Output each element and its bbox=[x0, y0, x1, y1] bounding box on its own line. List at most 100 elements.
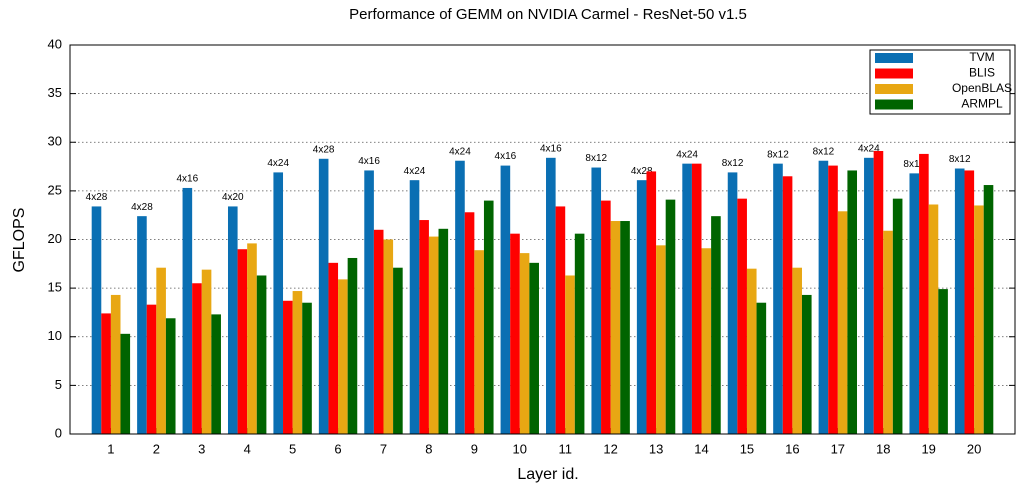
annotation: 4x24 bbox=[858, 143, 880, 154]
legend-label: ARMPL bbox=[961, 97, 1003, 111]
bar bbox=[883, 230, 893, 434]
bar bbox=[828, 165, 838, 434]
bar bbox=[701, 248, 712, 434]
bar bbox=[474, 250, 484, 434]
bar bbox=[383, 239, 394, 434]
chart-title: Performance of GEMM on NVIDIA Carmel - R… bbox=[349, 6, 747, 23]
bar bbox=[510, 233, 520, 434]
bar bbox=[727, 172, 738, 434]
x-tick-label: 8 bbox=[425, 441, 432, 456]
bar bbox=[464, 212, 475, 434]
annotation: 4x28 bbox=[86, 192, 108, 203]
bar bbox=[782, 176, 793, 434]
bar bbox=[646, 171, 657, 435]
x-tick-label: 15 bbox=[740, 441, 754, 456]
x-tick-label: 18 bbox=[876, 441, 890, 456]
bar bbox=[864, 157, 874, 434]
x-tick-label: 20 bbox=[967, 441, 981, 456]
bar bbox=[237, 249, 248, 434]
annotation: 4x16 bbox=[540, 143, 562, 154]
bar bbox=[574, 233, 585, 434]
bar bbox=[620, 221, 630, 434]
bar bbox=[438, 228, 449, 434]
bar bbox=[546, 157, 556, 434]
annotation: 8x12 bbox=[813, 146, 835, 157]
bar bbox=[792, 267, 802, 434]
y-axis-label: GFLOPS bbox=[11, 208, 28, 273]
bar bbox=[120, 333, 131, 434]
y-tick-label: 30 bbox=[48, 134, 62, 149]
annotation: 4x16 bbox=[177, 174, 199, 185]
bar bbox=[201, 269, 212, 434]
bar bbox=[256, 275, 267, 434]
legend-swatch bbox=[875, 53, 913, 63]
annotation: 4x28 bbox=[631, 166, 653, 177]
bar bbox=[591, 167, 602, 434]
bar bbox=[455, 160, 465, 435]
legend-swatch bbox=[875, 99, 913, 110]
y-tick-label: 25 bbox=[48, 182, 62, 197]
x-tick-label: 3 bbox=[198, 441, 205, 456]
bar bbox=[182, 187, 193, 434]
x-tick-label: 19 bbox=[921, 441, 935, 456]
y-tick-label: 5 bbox=[55, 377, 62, 392]
bar bbox=[746, 268, 757, 434]
bar bbox=[292, 291, 303, 434]
bar bbox=[318, 158, 329, 434]
bar bbox=[711, 216, 721, 434]
bar bbox=[682, 163, 692, 434]
legend-label: BLIS bbox=[969, 66, 995, 80]
annotation: 4x28 bbox=[313, 144, 335, 155]
bar bbox=[555, 206, 566, 434]
y-tick-label: 40 bbox=[48, 36, 62, 51]
bar bbox=[954, 168, 965, 434]
legend-swatch bbox=[875, 84, 913, 94]
bar bbox=[691, 163, 702, 434]
bar bbox=[529, 262, 539, 434]
annotation: 4x16 bbox=[358, 156, 380, 167]
bar bbox=[91, 206, 102, 434]
legend-label: OpenBLAS bbox=[952, 81, 1012, 95]
x-tick-label: 16 bbox=[785, 441, 799, 456]
bar bbox=[227, 206, 238, 434]
legend-label: TVM bbox=[969, 50, 994, 64]
bar bbox=[500, 165, 511, 434]
annotation: 8x12 bbox=[767, 149, 789, 160]
plot-frame bbox=[69, 44, 1016, 435]
bar bbox=[273, 172, 284, 434]
bar bbox=[565, 275, 575, 434]
bar bbox=[938, 289, 948, 434]
x-tick-label: 6 bbox=[334, 441, 341, 456]
bar bbox=[656, 245, 666, 434]
bar bbox=[483, 200, 494, 434]
bar bbox=[364, 170, 374, 434]
x-tick-label: 13 bbox=[649, 441, 663, 456]
bar bbox=[110, 294, 121, 434]
bar bbox=[983, 185, 994, 434]
bar bbox=[818, 160, 829, 435]
x-tick-label: 5 bbox=[289, 441, 296, 456]
bar bbox=[928, 204, 939, 434]
y-tick-label: 20 bbox=[48, 231, 62, 246]
annotation: 8x12 bbox=[949, 154, 971, 165]
bar bbox=[847, 170, 858, 434]
bar bbox=[909, 173, 920, 434]
annotation: 4x20 bbox=[222, 192, 244, 203]
bar bbox=[146, 304, 157, 434]
bar bbox=[409, 180, 420, 434]
bar bbox=[156, 267, 166, 434]
annotation: 4x24 bbox=[267, 158, 289, 169]
annotation: 4x24 bbox=[676, 149, 698, 160]
bar bbox=[101, 313, 111, 434]
x-tick-label: 17 bbox=[831, 441, 845, 456]
bar bbox=[919, 153, 929, 435]
x-tick-label: 2 bbox=[153, 441, 160, 456]
bar bbox=[328, 262, 339, 434]
x-tick-label: 11 bbox=[558, 441, 572, 456]
bar bbox=[737, 198, 747, 434]
bar bbox=[873, 151, 884, 434]
annotation: 4x24 bbox=[404, 166, 426, 177]
y-tick-label: 35 bbox=[48, 85, 62, 100]
bar bbox=[393, 267, 403, 434]
